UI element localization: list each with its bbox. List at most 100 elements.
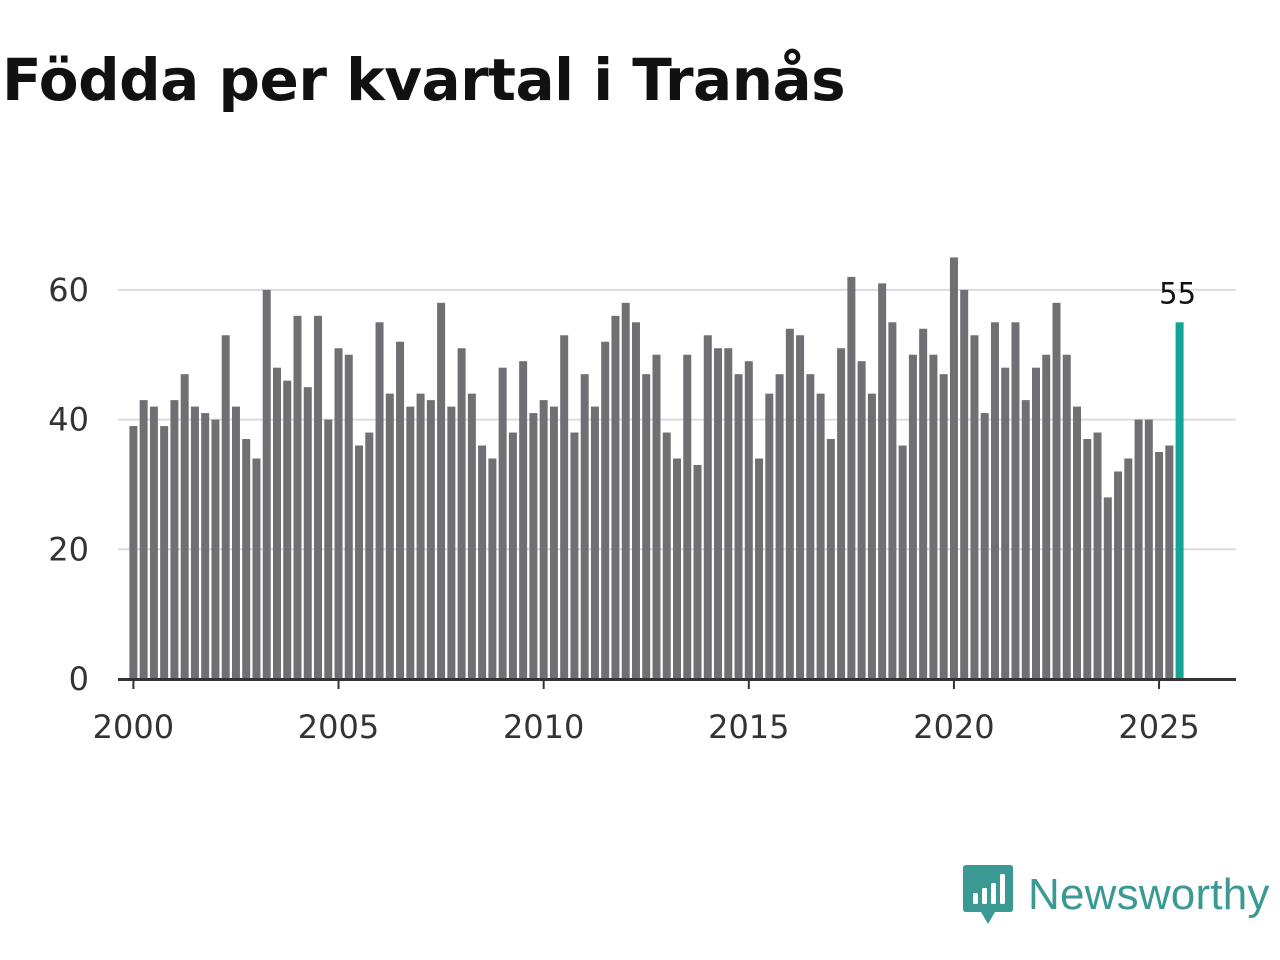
bar	[775, 374, 784, 679]
bar	[129, 426, 138, 679]
bar	[1134, 419, 1143, 679]
bar	[447, 406, 456, 679]
bar	[1073, 406, 1082, 679]
bar	[560, 335, 569, 679]
bar	[549, 406, 558, 679]
bar	[539, 400, 548, 679]
bar	[621, 302, 630, 679]
brand-logo: Newsworthy	[962, 862, 1270, 928]
bar	[314, 315, 323, 679]
bar	[457, 348, 466, 679]
bar	[960, 289, 969, 679]
bar	[734, 374, 743, 679]
bar	[139, 400, 148, 679]
bar	[324, 419, 333, 679]
bar	[426, 400, 435, 679]
bar	[149, 406, 158, 679]
bar	[642, 374, 651, 679]
bar	[498, 367, 507, 679]
bar	[888, 322, 897, 679]
bar	[488, 458, 497, 679]
bar	[242, 439, 251, 679]
bar	[980, 413, 989, 679]
chart-title: Födda per kvartal i Tranås	[2, 46, 846, 114]
bar	[898, 445, 907, 679]
y-tick-label: 40	[48, 401, 89, 439]
bar	[180, 374, 189, 679]
labels: 0 20 40 60 55 2000 2005 2010 2015 2020 2025	[48, 271, 1200, 746]
bar	[867, 393, 876, 679]
highlight-value-label: 55	[1159, 276, 1196, 310]
bar	[1052, 302, 1061, 679]
axes	[118, 678, 1236, 689]
x-tick-label: 2025	[1118, 708, 1199, 746]
bar	[611, 315, 620, 679]
bar	[529, 413, 538, 679]
bar	[1124, 458, 1133, 679]
bar	[190, 406, 199, 679]
bar	[211, 419, 220, 679]
bar	[334, 348, 343, 679]
bar	[990, 322, 999, 679]
bar	[467, 393, 476, 679]
bar	[949, 257, 958, 679]
bar	[1031, 367, 1040, 679]
bar	[693, 464, 702, 679]
bars	[129, 257, 1184, 679]
bar	[919, 328, 928, 679]
bar	[170, 400, 179, 679]
bar	[631, 322, 640, 679]
x-tick-label: 2000	[93, 708, 174, 746]
bar	[590, 406, 599, 679]
bar	[365, 432, 374, 679]
bar	[601, 341, 610, 679]
bar	[1042, 354, 1051, 679]
bar	[406, 406, 415, 679]
bar	[703, 335, 712, 679]
bar	[796, 335, 805, 679]
bar	[714, 348, 723, 679]
bar	[283, 380, 292, 679]
bar	[303, 387, 312, 679]
bar	[355, 445, 364, 679]
y-tick-label: 0	[69, 660, 89, 698]
bar	[826, 439, 835, 679]
bar	[939, 374, 948, 679]
bar	[1155, 452, 1164, 679]
bar	[1083, 439, 1092, 679]
bar	[765, 393, 774, 679]
bar	[580, 374, 589, 679]
bar	[652, 354, 661, 679]
bar	[437, 302, 446, 679]
bar	[570, 432, 579, 679]
bar	[262, 289, 271, 679]
bar	[385, 393, 394, 679]
bar	[837, 348, 846, 679]
bar	[878, 283, 887, 679]
bar	[1144, 419, 1153, 679]
bar	[293, 315, 302, 679]
bar	[160, 426, 169, 679]
bar	[1001, 367, 1010, 679]
bar	[478, 445, 487, 679]
y-tick-label: 20	[48, 530, 89, 568]
bar	[252, 458, 261, 679]
bar	[929, 354, 938, 679]
bar	[1103, 497, 1112, 679]
bar	[816, 393, 825, 679]
bar	[673, 458, 681, 679]
bar	[396, 341, 405, 679]
bar	[683, 354, 692, 679]
bar	[1165, 445, 1174, 679]
x-tick-label: 2020	[913, 708, 994, 746]
bar	[1062, 354, 1071, 679]
bar	[908, 354, 917, 679]
bar	[1011, 322, 1020, 679]
newsworthy-logo-icon	[963, 865, 1013, 924]
bar	[272, 367, 281, 679]
bar-highlight	[1175, 322, 1184, 679]
bar	[970, 335, 979, 679]
bar	[519, 361, 528, 679]
bar	[785, 328, 794, 679]
bar	[755, 458, 764, 679]
